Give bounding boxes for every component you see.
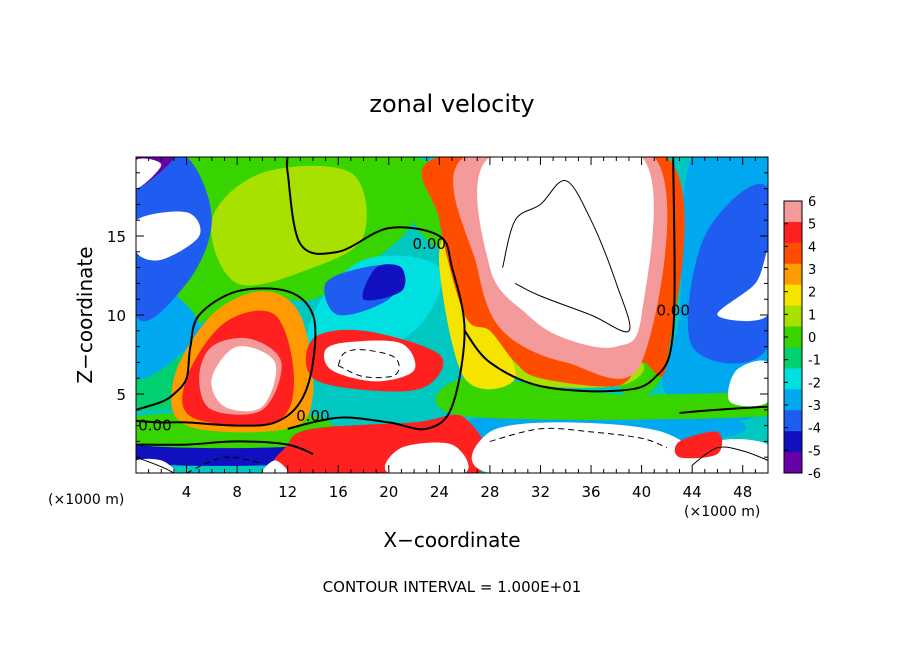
field-region-11 [362, 264, 406, 301]
contour-labels: 0.00 0.00 0.00 0.00 [138, 235, 690, 435]
field-region-29 [136, 158, 162, 189]
colorbar-label-4: 2 [808, 286, 816, 301]
colorbar-swatch-4 [784, 284, 802, 307]
field-region-3 [210, 165, 367, 286]
contour-line-4 [136, 440, 314, 455]
colorbar-label-2: 4 [808, 240, 816, 255]
colorbar-swatch-7 [784, 347, 802, 369]
contour-line-8 [186, 456, 263, 473]
x-tick-label-5: 24 [430, 483, 449, 501]
x-axis-label: X−coordinate [383, 528, 520, 552]
x-tick-label-6: 28 [480, 483, 499, 501]
x-units-left: (×1000 m) [48, 492, 124, 508]
velocity-field [136, 157, 768, 473]
x-tick-label-4: 20 [379, 483, 398, 501]
colorbar-swatch-12 [784, 452, 802, 474]
contour-line-1 [285, 157, 466, 431]
colorbar-label-1: 5 [808, 218, 816, 233]
field-region-33 [471, 422, 704, 473]
colorbar-label-7: -1 [808, 354, 821, 369]
contour-line-9 [136, 456, 175, 473]
x-tick-label-2: 12 [278, 483, 297, 501]
x-tick-label-11: 48 [733, 483, 752, 501]
plot-area: 0.00 0.00 0.00 0.00 [135, 156, 769, 474]
x-tick-label-8: 36 [581, 483, 600, 501]
colorbar-swatch-5 [784, 305, 802, 328]
colorbar-swatch-2 [784, 242, 802, 265]
chart-title: zonal velocity [369, 90, 534, 118]
colorbar-swatch-10 [784, 410, 802, 432]
x-tick-label-0: 4 [182, 483, 192, 501]
contour-label-1: 0.00 [296, 407, 329, 425]
contour-line-2 [463, 157, 676, 393]
colorbar-label-12: -6 [808, 467, 821, 482]
y-tick-label-0: 5 [116, 386, 126, 404]
field-region-15 [435, 377, 768, 420]
field-region-21 [477, 157, 654, 348]
contour-label-2: 0.00 [413, 235, 446, 253]
colorbar-swatch-3 [784, 263, 802, 286]
x-units-right: (×1000 m) [684, 504, 760, 520]
contour-line-5 [502, 180, 631, 333]
colorbar-swatch-1 [784, 221, 802, 244]
field-region-27 [323, 340, 416, 382]
contour-interval-note: CONTOUR INTERVAL = 1.000E+01 [323, 578, 582, 596]
contour-lines [136, 157, 768, 473]
colorbar: 6 5 4 3 2 1 0 -1 -2 -3 -4 -5 -6 [783, 195, 821, 482]
y-tick-label-2: 15 [107, 228, 126, 246]
field-region-30 [717, 251, 768, 322]
colorbar-swatch-11 [784, 431, 802, 453]
contour-line-3 [679, 405, 768, 414]
field-region-28 [136, 211, 201, 261]
colorbar-swatch-8 [784, 368, 802, 390]
colorbar-label-5: 1 [808, 308, 816, 323]
y-tick-label-1: 10 [107, 307, 126, 325]
colorbar-label-9: -3 [808, 399, 821, 414]
x-tick-label-7: 32 [531, 483, 550, 501]
colorbar-label-8: -2 [808, 376, 821, 391]
x-tick-label-9: 40 [632, 483, 651, 501]
x-axis: 4 8 12 16 20 24 28 32 36 40 44 48 [148, 157, 756, 501]
contour-label-3: 0.00 [656, 301, 689, 319]
x-tick-label-3: 16 [329, 483, 348, 501]
field-region-35 [262, 460, 288, 473]
field-region-25 [211, 346, 277, 412]
colorbar-label-11: -5 [808, 444, 821, 459]
y-axis-label: Z−coordinate [73, 246, 97, 383]
contour-line-6 [337, 349, 400, 379]
contour-line-10 [691, 446, 768, 466]
colorbar-label-10: -4 [808, 422, 821, 437]
contour-label-0: 0.00 [138, 417, 171, 435]
y-axis: 5 10 15 [107, 172, 768, 458]
field-region-31 [727, 360, 768, 407]
field-region-37 [384, 442, 469, 473]
colorbar-label-3: 3 [808, 263, 816, 278]
contour-line-7 [489, 427, 668, 449]
contour-line-0 [136, 287, 317, 427]
x-tick-label-10: 44 [683, 483, 702, 501]
colorbar-swatch-0 [784, 201, 802, 223]
field-region-36 [136, 458, 175, 473]
colorbar-swatch-9 [784, 389, 802, 411]
colorbar-swatch-6 [784, 326, 802, 348]
colorbar-label-6: 0 [808, 331, 816, 346]
x-tick-label-1: 8 [232, 483, 242, 501]
colorbar-label-0: 6 [808, 195, 816, 210]
